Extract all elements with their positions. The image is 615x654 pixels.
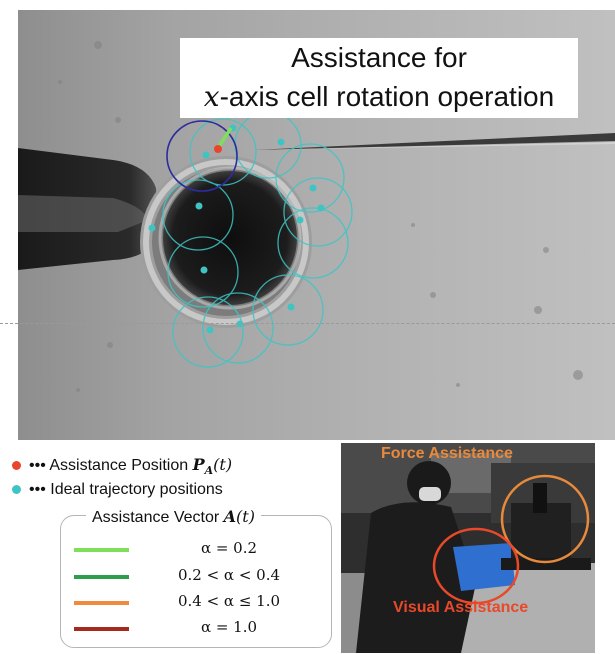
microscope-view: Assistance for x-axis cell rotation oper… <box>18 10 615 440</box>
assistance-vector <box>216 127 233 149</box>
assistance-range-circle <box>166 120 238 192</box>
injection-needle <box>254 133 615 150</box>
vector-legend-label: α = 1.0 <box>200 618 258 636</box>
legend-dots: ••• <box>29 481 46 498</box>
dark-red-line <box>74 627 129 631</box>
vector-legend-item: α = 1.0 <box>74 618 324 640</box>
cyan-dot-icon <box>12 485 21 495</box>
vector-legend-label: 0.4 < α ≤ 1.0 <box>177 592 281 610</box>
force-assistance-label: Force Assistance <box>381 445 513 462</box>
vector-legend-item: α = 0.2 <box>74 539 324 561</box>
legend-dots: ••• <box>29 457 46 474</box>
operator-photo: Force Assistance Visual Assistance <box>341 443 595 653</box>
cell-body <box>163 171 297 305</box>
legend-assist-position: ••• Assistance Position PA(t) <box>12 455 232 477</box>
orange-line <box>74 601 129 605</box>
force-assistance-circle <box>500 474 590 564</box>
dashed-guide-line <box>0 323 615 324</box>
visual-assistance-label: Visual Assistance <box>393 599 529 616</box>
vector-arg: (t) <box>236 507 255 526</box>
assistance-position-dot <box>214 145 222 153</box>
title-line-2-text: -axis cell rotation operation <box>219 81 555 112</box>
legend-assist-label: Assistance Position <box>49 457 193 474</box>
vector-legend-item: 0.4 < α ≤ 1.0 <box>74 592 324 614</box>
title-variable: x <box>203 80 220 113</box>
vector-legend-label: 0.2 < α < 0.4 <box>177 566 281 584</box>
vector-legend-item: 0.2 < α < 0.4 <box>74 566 324 588</box>
red-dot-icon <box>12 461 21 471</box>
title-line-2: x-axis cell rotation operation <box>180 80 578 113</box>
legend-assist-arg: (t) <box>213 455 233 474</box>
visual-assistance-circle <box>432 527 520 605</box>
vector-legend-label: α = 0.2 <box>200 539 258 557</box>
assistance-vector-title: Assistance Vector A(t) <box>86 507 261 527</box>
title-box: Assistance for x-axis cell rotation oper… <box>180 38 578 118</box>
legend-ideal-label: Ideal trajectory positions <box>50 481 223 498</box>
operator-scene <box>341 443 595 653</box>
vector-symbol: A <box>223 507 237 526</box>
monitor-screen <box>453 543 515 591</box>
debris-spots <box>58 41 583 392</box>
legend-ideal-positions: ••• Ideal trajectory positions <box>12 481 223 499</box>
green-light-line <box>74 548 129 552</box>
title-line-1: Assistance for <box>291 42 467 73</box>
microscope-scene <box>18 41 615 392</box>
legend-assist-symbol: P <box>192 455 205 474</box>
legend-assist-subscript: A <box>204 464 214 478</box>
green-dark-line <box>74 575 129 579</box>
